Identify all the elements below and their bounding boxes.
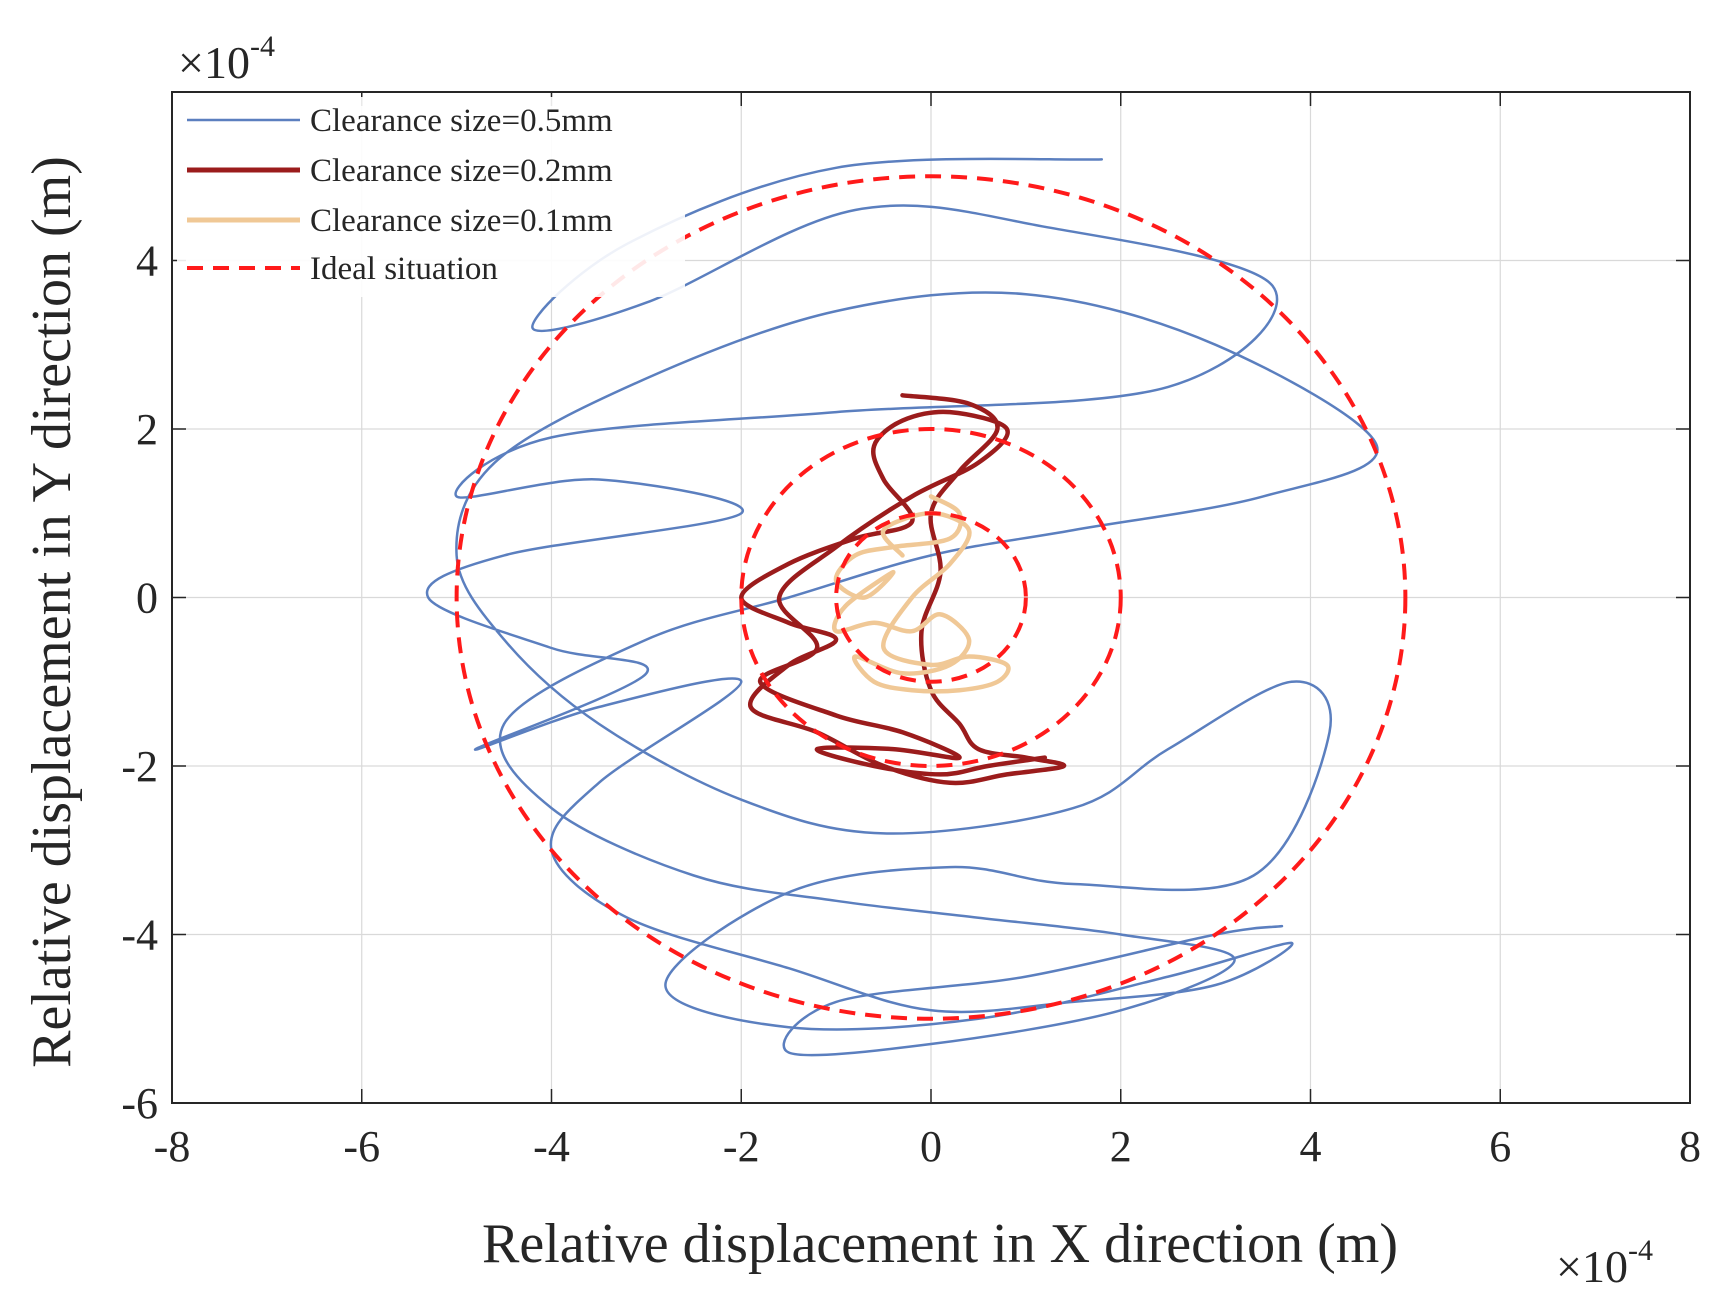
x-tick-label-7: 6 [1489,1122,1511,1171]
ideal-circle-r2 [739,427,1123,768]
x-tick-label-2: -4 [533,1122,570,1171]
y-tick-label-1: -4 [121,911,158,960]
ideal-circle-r1 [834,511,1028,684]
y-axis-multiplier: ×10-4 [178,30,275,88]
y-tick-label-4: 2 [136,405,158,454]
x-multiplier-exponent: -4 [1628,1234,1653,1267]
x-tick-label-0: -8 [154,1122,191,1171]
x-tick-label-6: 4 [1300,1122,1322,1171]
y-multiplier-exponent: -4 [250,30,275,63]
legend-label-2: Clearance size=0.1mm [310,203,613,239]
y-tick-label-5: 4 [136,237,158,286]
legend-label-0: Clearance size=0.5mm [310,103,613,139]
y-tick-label-0: -6 [121,1079,158,1128]
y-axis-label: Relative displacement in Y direction (m) [21,156,83,1068]
series-clearance-0-2mm [739,393,1067,786]
legend: Clearance size=0.5mm Clearance size=0.2m… [177,97,685,297]
x-tick-label-5: 2 [1110,1122,1132,1171]
series-clearance-0-5mm [425,157,1379,1057]
y-tick-label-2: -2 [121,742,158,791]
y-tick-label-3: 0 [136,574,158,623]
x-tick-label-4: 0 [920,1122,942,1171]
x-axis-label: Relative displacement in X direction (m) [482,1213,1398,1275]
legend-box [177,97,685,297]
data-layer [425,157,1408,1057]
ideal-circle-r5 [454,174,1408,1021]
x-tick-label-8: 8 [1679,1122,1701,1171]
legend-label-1: Clearance size=0.2mm [310,153,613,189]
x-tick-label-3: -2 [723,1122,760,1171]
y-multiplier-base: ×10 [178,37,250,88]
x-multiplier-base: ×10 [1556,1241,1628,1292]
x-tick-label-1: -6 [343,1122,380,1171]
legend-label-3: Ideal situation [310,251,498,287]
x-axis-multiplier: ×10-4 [1556,1234,1653,1292]
